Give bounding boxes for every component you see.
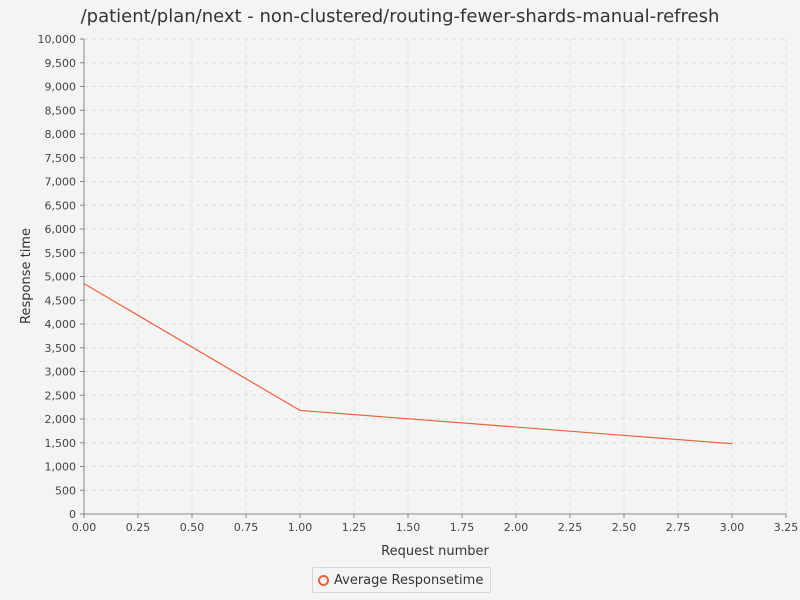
y-tick-label: 5,000 — [45, 271, 77, 284]
y-tick-label: 9,500 — [45, 57, 77, 70]
y-tick-label: 0 — [69, 508, 76, 521]
legend-marker-icon — [318, 574, 329, 586]
y-tick-label: 3,500 — [45, 342, 77, 355]
data-point — [731, 443, 733, 445]
legend-label: Average Responsetime — [334, 572, 484, 588]
y-tick-label: 8,500 — [45, 104, 77, 117]
x-tick-label: 0.25 — [126, 521, 151, 534]
y-tick-label: 7,500 — [45, 152, 77, 165]
y-tick-label: 5,500 — [45, 247, 77, 260]
y-tick-label: 4,000 — [45, 318, 77, 331]
x-tick-label: 2.50 — [612, 521, 637, 534]
grid-lines — [84, 38, 787, 514]
y-tick-label: 10,000 — [38, 33, 77, 46]
y-tick-label: 7,000 — [45, 176, 77, 189]
y-tick-label: 8,000 — [45, 128, 77, 141]
x-tick-label: 3.25 — [774, 521, 799, 534]
series-lines — [83, 283, 733, 445]
x-tick-labels: 0.00 0.25 0.50 0.75 1.00 1.25 1.50 1.75 2.00 2.25… — [72, 514, 799, 534]
x-tick-label: 2.75 — [666, 521, 691, 534]
y-tick-label: 4,500 — [45, 294, 77, 307]
y-tick-label: 6,000 — [45, 223, 77, 236]
y-axis-label: Response time — [19, 228, 34, 324]
data-point — [299, 409, 301, 412]
x-tick-label: 3.00 — [720, 521, 745, 534]
x-tick-label: 1.00 — [288, 521, 313, 534]
x-tick-label: 2.25 — [558, 521, 583, 534]
x-tick-label: 0.00 — [72, 521, 97, 534]
y-tick-label: 2,500 — [45, 389, 77, 402]
x-tick-label: 1.25 — [342, 521, 367, 534]
x-tick-label: 1.50 — [396, 521, 421, 534]
x-tick-label: 0.75 — [234, 521, 259, 534]
x-tick-label: 2.00 — [504, 521, 529, 534]
legend: Average Responsetime — [312, 567, 492, 593]
y-tick-labels: 0 500 1,000 1,500 2,000 2,500 3,000 3,500 4,000 4… — [38, 33, 84, 521]
y-tick-label: 6,500 — [45, 199, 77, 212]
y-tick-label: 3,000 — [45, 366, 77, 379]
y-tick-label: 9,000 — [45, 81, 77, 94]
y-tick-label: 1,000 — [45, 461, 77, 474]
y-tick-label: 2,000 — [45, 413, 77, 426]
chart-title: /patient/plan/next - non-clustered/routi… — [80, 6, 720, 27]
y-tick-label: 500 — [55, 484, 76, 497]
x-axis-label: Request number — [381, 544, 489, 559]
x-tick-label: 0.50 — [180, 521, 205, 534]
data-point — [83, 283, 85, 285]
y-tick-label: 1,500 — [45, 437, 77, 450]
x-tick-label: 1.75 — [450, 521, 475, 534]
